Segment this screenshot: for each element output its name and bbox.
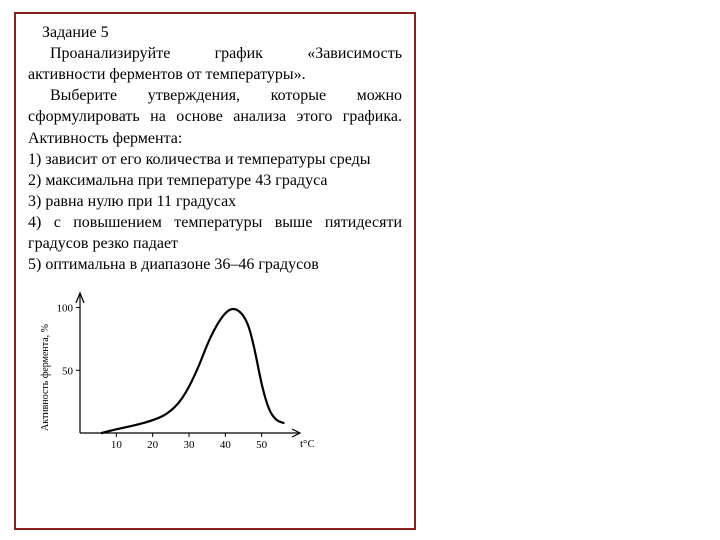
task-para-2: Выберите утверждения, которые можно сфор…	[28, 85, 402, 148]
task-option-5: 5) оптимальна в диапазоне 36–46 градусов	[28, 254, 402, 275]
task-option-3: 3) равна нулю при 11 градусах	[28, 191, 402, 212]
task-option-1: 1) зависит от его количества и температу…	[28, 149, 402, 170]
task-option-4: 4) с повышением температуры выше пятидес…	[28, 212, 402, 254]
svg-text:100: 100	[57, 303, 74, 315]
svg-text:40: 40	[220, 439, 232, 451]
svg-text:50: 50	[62, 366, 74, 378]
task-title: Задание 5	[28, 22, 402, 43]
svg-text:50: 50	[256, 439, 268, 451]
svg-text:20: 20	[147, 439, 159, 451]
task-card: Задание 5 Проанализируйте график «Зависи…	[14, 12, 416, 530]
svg-text:t°C: t°C	[300, 438, 314, 450]
task-option-2: 2) максимальна при температуре 43 градус…	[28, 170, 402, 191]
enzyme-activity-chart: 10 20 30 40 50 50 100 t°C Активность фермента, %	[34, 285, 314, 457]
svg-text:10: 10	[111, 439, 123, 451]
svg-text:Активность фермента, %: Активность фермента, %	[40, 324, 51, 431]
chart-svg: 10 20 30 40 50 50 100 t°C Активность фермента, %	[34, 285, 314, 457]
task-text-block: Задание 5 Проанализируйте график «Зависи…	[28, 22, 402, 275]
svg-text:30: 30	[184, 439, 196, 451]
task-para-1: Проанализируйте график «Зависимость акти…	[28, 43, 402, 85]
